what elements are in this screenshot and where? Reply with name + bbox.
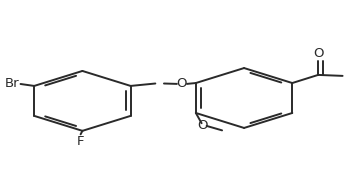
Text: O: O: [197, 119, 207, 132]
Text: F: F: [77, 135, 84, 148]
Text: O: O: [313, 47, 323, 60]
Text: Br: Br: [5, 77, 19, 91]
Text: O: O: [177, 77, 187, 90]
